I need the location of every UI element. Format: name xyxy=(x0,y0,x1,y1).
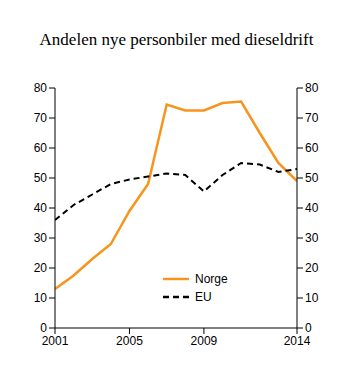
svg-text:10: 10 xyxy=(34,291,48,305)
svg-text:70: 70 xyxy=(34,111,48,125)
svg-text:30: 30 xyxy=(34,231,48,245)
svg-text:70: 70 xyxy=(305,111,319,125)
svg-text:80: 80 xyxy=(305,81,319,95)
svg-text:2009: 2009 xyxy=(191,334,218,348)
html-text:Andelen nye personbiler med di: Andelen nye personbiler med dieseldrift xyxy=(39,30,314,49)
svg-text:0: 0 xyxy=(40,321,47,335)
svg-text:20: 20 xyxy=(34,261,48,275)
svg-text:30: 30 xyxy=(305,231,319,245)
svg-text:2014: 2014 xyxy=(284,334,311,348)
svg-text:80: 80 xyxy=(34,81,48,95)
svg-text:40: 40 xyxy=(34,201,48,215)
html-text:EU: EU xyxy=(195,290,212,304)
svg-text:2005: 2005 xyxy=(116,334,143,348)
svg-text:50: 50 xyxy=(34,171,48,185)
svg-text:0: 0 xyxy=(305,321,312,335)
svg-text:50: 50 xyxy=(305,171,319,185)
html-text:Norge: Norge xyxy=(195,272,228,286)
svg-text:40: 40 xyxy=(305,201,319,215)
svg-text:60: 60 xyxy=(34,141,48,155)
svg-text:20: 20 xyxy=(305,261,319,275)
svg-text:2001: 2001 xyxy=(42,334,69,348)
svg-text:60: 60 xyxy=(305,141,319,155)
svg-text:10: 10 xyxy=(305,291,319,305)
